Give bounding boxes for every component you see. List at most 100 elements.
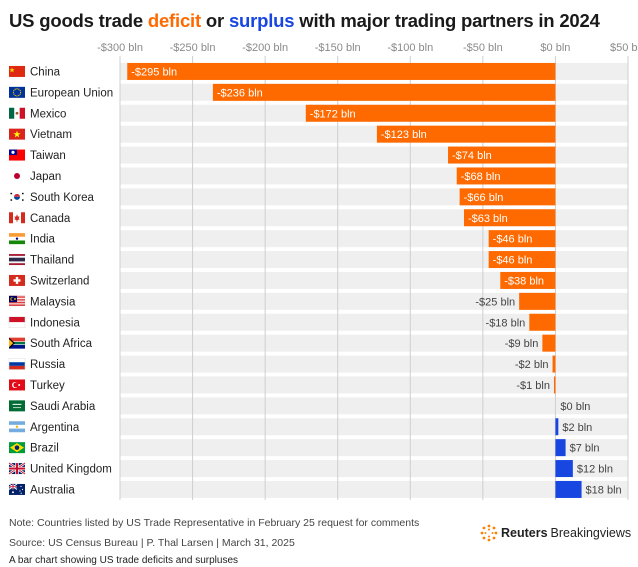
data-label: -$66 bln: [464, 192, 504, 204]
deficit-bar: [212, 83, 556, 101]
deficit-bar: [500, 271, 556, 289]
deficit-bar: [376, 125, 556, 143]
data-label: $0 bln: [560, 401, 590, 413]
canada-flag-icon: [9, 212, 25, 224]
deficit-bar: [456, 167, 556, 185]
surplus-bar: [555, 418, 559, 436]
x-tick-label: -$200 bln: [242, 42, 288, 54]
indonesia-flag-icon: [8, 316, 26, 328]
source-line: Source: US Census Bureau | P. Thal Larse…: [9, 537, 295, 549]
data-label: -$18 bln: [486, 317, 526, 329]
row-band: [120, 439, 628, 457]
country-label: Vietnam: [30, 129, 72, 141]
turkey-flag-icon: [9, 379, 25, 391]
x-tick-label: $50 bln: [610, 42, 638, 54]
data-label: -$2 bln: [515, 359, 549, 371]
data-label: -$25 bln: [475, 296, 515, 308]
data-label: -$46 bln: [493, 234, 533, 246]
brand-name-bold: Reuters: [501, 526, 548, 540]
data-label: -$123 bln: [381, 129, 427, 141]
country-label: Indonesia: [30, 317, 80, 329]
title-middle: or: [200, 10, 229, 31]
country-label: Brazil: [30, 443, 59, 455]
country-label: India: [30, 234, 56, 246]
switzerland-flag-icon: [9, 274, 25, 286]
deficit-bar: [448, 146, 556, 164]
data-labels: -$295 bln -$236 bln -$172 bln -$123 bln -$74…: [131, 66, 621, 496]
india-flag-icon: [9, 233, 25, 245]
eu-flag-icon: [9, 86, 25, 98]
data-label: -$68 bln: [461, 171, 501, 183]
deficit-bar: [127, 62, 556, 80]
row-band: [120, 460, 628, 478]
reuters-logo-icon: [480, 524, 498, 542]
bar-chart: -$300 bln -$250 bln -$200 bln -$150 bln -$10…: [8, 42, 638, 500]
data-label: $7 bln: [570, 443, 600, 455]
brand-logo: Reuters Breakingviews: [480, 524, 631, 542]
mexico-flag-icon: [9, 107, 25, 119]
china-flag-icon: [9, 65, 25, 77]
data-label: $18 bln: [586, 484, 622, 496]
malaysia-flag-icon: [9, 295, 25, 307]
title-prefix: US goods trade: [9, 10, 148, 31]
country-label: Australia: [30, 484, 75, 496]
country-label: Turkey: [30, 380, 65, 392]
x-tick-label: -$50 bln: [463, 42, 503, 54]
japan-flag-icon: [9, 170, 25, 182]
deficit-bar: [519, 292, 556, 310]
country-label: United Kingdom: [30, 464, 112, 476]
chart-caption: A bar chart showing US trade deficits an…: [9, 555, 239, 566]
deficit-bar: [463, 209, 556, 227]
russia-flag-icon: [8, 358, 26, 370]
south-africa-flag-icon: [9, 337, 25, 349]
taiwan-flag-icon: [9, 149, 25, 161]
row-band: [120, 355, 628, 373]
row-band: [120, 334, 628, 352]
deficit-bar: [553, 376, 556, 394]
country-labels: China European Union Mexico Vietnam Taiwan Ja…: [30, 66, 113, 496]
brazil-flag-icon: [9, 442, 25, 454]
vietnam-flag-icon: [9, 128, 25, 140]
surplus-bar: [555, 480, 582, 498]
title-suffix: with major trading partners in 2024: [294, 10, 600, 31]
x-tick-label: $0 bln: [540, 42, 570, 54]
deficit-bar: [459, 188, 556, 206]
row-band: [120, 397, 628, 415]
x-tick-label: -$100 bln: [387, 42, 433, 54]
row-band: [120, 313, 628, 331]
data-label: -$74 bln: [452, 150, 492, 162]
country-label: China: [30, 66, 61, 78]
country-label: South Korea: [30, 192, 95, 204]
deficit-bar: [552, 355, 556, 373]
country-label: Argentina: [30, 422, 80, 434]
data-label: -$9 bln: [505, 338, 539, 350]
row-band: [120, 292, 628, 310]
argentina-flag-icon: [9, 421, 25, 433]
footnote: Note: Countries listed by US Trade Repre…: [9, 517, 420, 529]
row-band: [120, 376, 628, 394]
surplus-bar: [555, 439, 566, 457]
deficit-bar: [488, 251, 556, 269]
row-band: [120, 418, 628, 436]
data-label: -$46 bln: [493, 255, 533, 267]
country-label: South Africa: [30, 338, 93, 350]
country-label: Saudi Arabia: [30, 401, 96, 413]
country-label: Canada: [30, 213, 71, 225]
australia-flag-icon: [8, 483, 25, 495]
deficit-bar: [305, 104, 556, 122]
data-label: $2 bln: [562, 422, 592, 434]
country-label: Thailand: [30, 255, 74, 267]
deficit-bar: [488, 230, 556, 248]
title-surplus-word: surplus: [228, 10, 295, 31]
brand-name-light: Breakingviews: [550, 526, 632, 540]
x-axis-ticks: -$300 bln -$250 bln -$200 bln -$150 bln -$10…: [97, 42, 638, 54]
data-label: -$1 bln: [516, 380, 550, 392]
south-korea-flag-icon: [9, 191, 25, 203]
row-band: [120, 480, 628, 498]
deficit-bar: [529, 313, 556, 331]
chart-title: US goods trade deficit or surplus with m…: [9, 10, 600, 32]
data-label: $12 bln: [577, 464, 613, 476]
country-label: Russia: [30, 359, 66, 371]
bars: [127, 62, 582, 498]
data-label: -$38 bln: [504, 275, 544, 287]
